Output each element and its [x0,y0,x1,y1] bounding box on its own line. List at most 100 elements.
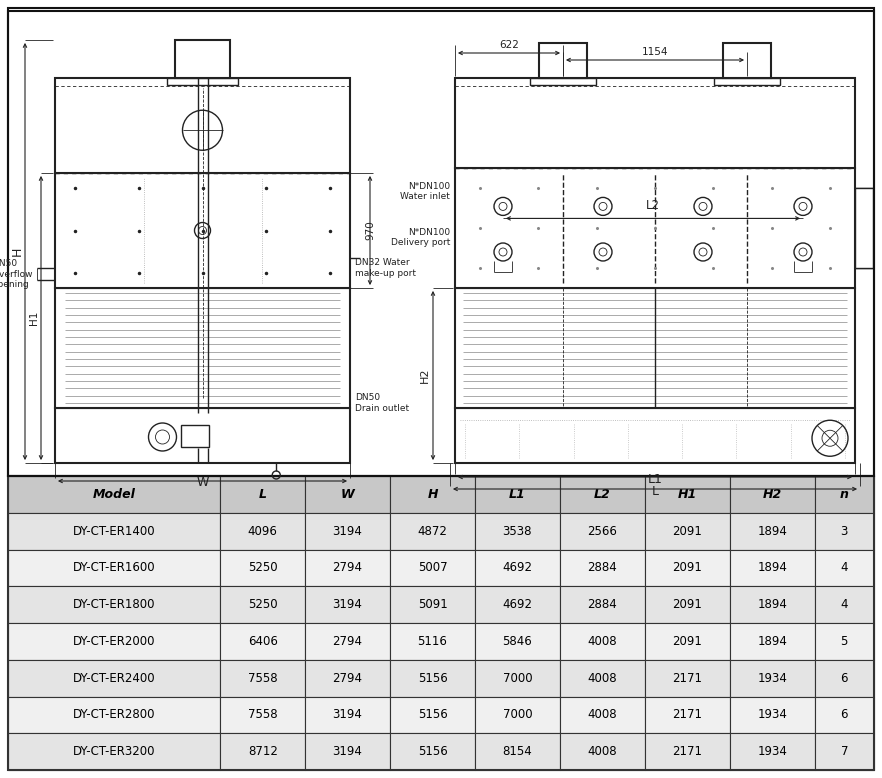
Text: 4096: 4096 [248,524,278,538]
Text: 6: 6 [841,671,848,685]
Text: 1894: 1894 [757,524,787,538]
Text: 1934: 1934 [757,745,787,758]
Text: H: H [427,488,437,501]
Text: L: L [652,485,659,498]
Bar [729,587,815,623]
Bar [8,476,220,513]
Text: 2884: 2884 [587,598,617,612]
Text: 2091: 2091 [672,598,702,612]
Bar [714,78,780,85]
Bar [815,476,874,513]
Text: 5156: 5156 [418,709,447,721]
Bar [729,660,815,696]
Text: DN32 Water
make-up port: DN32 Water make-up port [355,258,416,278]
Text: H2: H2 [420,368,430,384]
Bar [8,8,874,476]
Bar [305,733,390,770]
Text: L1: L1 [509,488,526,501]
Bar [475,476,560,513]
Text: 5156: 5156 [418,745,447,758]
Text: DY-CT-ER2800: DY-CT-ER2800 [73,709,155,721]
Bar [645,476,729,513]
Text: 7558: 7558 [248,671,278,685]
Text: 5116: 5116 [417,635,447,648]
Bar [815,623,874,660]
Bar [560,587,645,623]
Bar [455,78,855,168]
Bar [390,549,475,587]
Text: 5250: 5250 [248,562,278,574]
Text: H: H [11,247,24,256]
Text: W: W [340,488,355,501]
Bar [390,587,475,623]
Text: DN50
Overflow
opening: DN50 Overflow opening [0,259,33,289]
Bar [475,660,560,696]
Bar [305,623,390,660]
Text: 5846: 5846 [503,635,532,648]
Bar [645,587,729,623]
Bar [729,733,815,770]
Bar [305,696,390,733]
Bar [645,733,729,770]
Bar [645,513,729,549]
Text: 3538: 3538 [503,524,532,538]
Text: 8154: 8154 [503,745,532,758]
Text: Model: Model [93,488,136,501]
Text: 1894: 1894 [757,562,787,574]
Text: 2091: 2091 [672,524,702,538]
Bar [175,40,230,78]
Bar [8,733,220,770]
Bar [455,288,855,408]
Bar [729,549,815,587]
Text: 2091: 2091 [672,562,702,574]
Text: 7: 7 [841,745,848,758]
Bar [8,11,874,476]
Text: DY-CT-ER1800: DY-CT-ER1800 [73,598,155,612]
Bar [723,43,771,78]
Bar [455,168,855,288]
Text: DY-CT-ER2000: DY-CT-ER2000 [73,635,155,648]
Text: 4008: 4008 [587,709,617,721]
Bar [560,660,645,696]
Bar [390,733,475,770]
Text: 4008: 4008 [587,671,617,685]
Bar [8,513,220,549]
Bar [390,623,475,660]
Bar [181,425,208,447]
Bar [390,660,475,696]
Bar [729,513,815,549]
Text: 2171: 2171 [672,709,702,721]
Text: 1934: 1934 [757,709,787,721]
Bar [475,587,560,623]
Bar [8,476,874,770]
Bar [305,587,390,623]
Bar [390,476,475,513]
Bar [475,549,560,587]
Bar [167,78,238,85]
Bar [560,549,645,587]
Text: 7000: 7000 [503,709,532,721]
Text: DN50
Drain outlet: DN50 Drain outlet [355,394,409,412]
Bar [729,696,815,733]
Bar [220,476,305,513]
Text: 4692: 4692 [503,562,533,574]
Text: 2794: 2794 [333,562,363,574]
Text: 5007: 5007 [418,562,447,574]
Bar [220,733,305,770]
Text: 4008: 4008 [587,635,617,648]
Text: DY-CT-ER1600: DY-CT-ER1600 [73,562,155,574]
Text: H2: H2 [763,488,781,501]
Bar [560,696,645,733]
Text: 2794: 2794 [333,671,363,685]
Text: 6: 6 [841,709,848,721]
Bar [530,78,596,85]
Bar [220,660,305,696]
Text: 3: 3 [841,524,848,538]
Text: 2171: 2171 [672,671,702,685]
Text: DY-CT-ER2400: DY-CT-ER2400 [73,671,155,685]
Text: 7000: 7000 [503,671,532,685]
Text: N*DN100
Delivery port: N*DN100 Delivery port [391,228,450,247]
Text: 6406: 6406 [248,635,278,648]
Bar [560,733,645,770]
Bar [815,513,874,549]
